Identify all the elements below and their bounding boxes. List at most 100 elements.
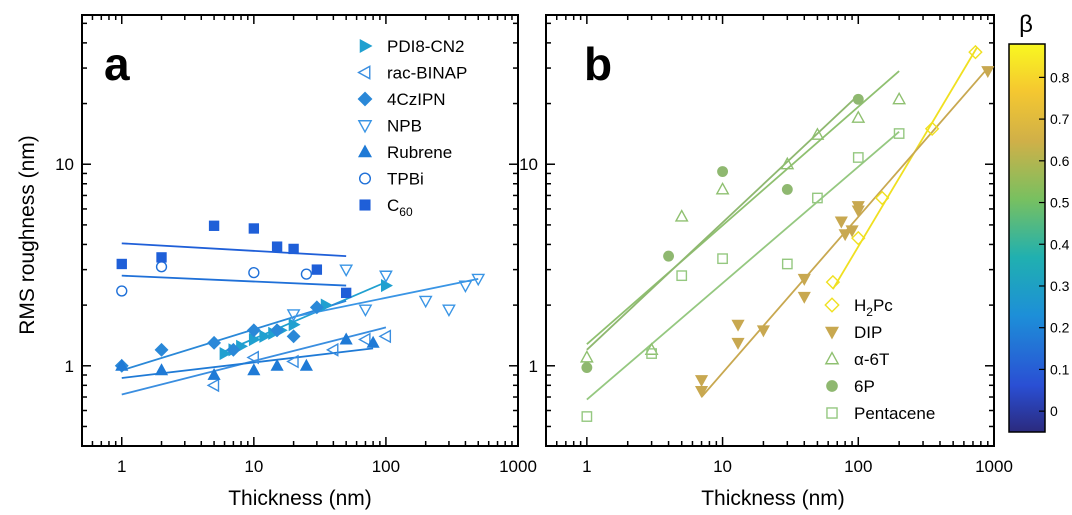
data-point-dip bbox=[797, 291, 811, 304]
data-point-6p bbox=[581, 362, 593, 373]
panel-b-label: b bbox=[584, 38, 612, 90]
data-point-c60 bbox=[208, 220, 220, 231]
colorbar-tick-label: 0.6 bbox=[1050, 153, 1070, 169]
legend-marker-6p bbox=[826, 380, 838, 392]
data-point-rac-binap bbox=[325, 342, 339, 357]
colorbar-tick-label: 0.4 bbox=[1050, 236, 1070, 252]
x-tick-label: 1000 bbox=[975, 457, 1013, 476]
data-point-tpbi bbox=[155, 261, 168, 273]
data-point-6p bbox=[852, 93, 864, 105]
data-point-c60 bbox=[271, 241, 283, 252]
legend-marker-pentacene bbox=[826, 407, 838, 419]
data-point-dip bbox=[845, 225, 859, 238]
y-tick-label: 10 bbox=[55, 155, 74, 174]
data-point-rubrene bbox=[154, 363, 169, 376]
legend-label-pdi8-cn2: PDI8-CN2 bbox=[387, 37, 464, 56]
data-point-pentacene bbox=[781, 258, 793, 270]
colorbar-tick-label: 0.1 bbox=[1050, 361, 1070, 377]
data-point-c60 bbox=[248, 223, 260, 234]
data-point-6p bbox=[717, 166, 729, 177]
panel-b-points bbox=[579, 44, 995, 422]
data-point-dip bbox=[694, 375, 709, 388]
fit-line-4czipn bbox=[121, 299, 347, 372]
fit-line-6p bbox=[586, 94, 859, 351]
data-point-rubrene bbox=[115, 358, 129, 371]
data-point-dip bbox=[731, 337, 745, 350]
data-point-h2pc bbox=[968, 44, 983, 60]
data-point-npb bbox=[471, 273, 486, 287]
colorbar-ticks: 0 0.1 0.2 0.3 0.4 0.5 0.6 0.7 0.8 bbox=[1039, 69, 1070, 419]
data-point-c60 bbox=[116, 258, 127, 270]
legend-marker-npb bbox=[357, 120, 373, 134]
fit-line-6t bbox=[586, 70, 900, 345]
data-point-6t bbox=[810, 127, 825, 140]
data-point-dip bbox=[756, 325, 770, 338]
data-point-pentacene bbox=[581, 411, 593, 422]
colorbar-tick-label: 0.2 bbox=[1050, 320, 1070, 336]
data-point-rac-binap bbox=[206, 378, 220, 393]
colorbar-tick-label: 0.5 bbox=[1050, 195, 1070, 211]
data-point-6t bbox=[715, 181, 730, 195]
fit-line-h2pc bbox=[832, 46, 978, 290]
x-tick-label: 100 bbox=[844, 457, 872, 476]
data-point-npb bbox=[442, 304, 456, 318]
panel-a-fit-lines bbox=[121, 242, 479, 396]
panel-b-ticks: 1 10 100 1000 1 10 bbox=[519, 15, 1013, 476]
data-point-4czipn bbox=[286, 329, 301, 344]
data-point-pdi8-cn2 bbox=[219, 346, 232, 361]
colorbar: β 0 0.1 0.2 0.3 0.4 0.5 0.6 0.7 0.8 bbox=[1008, 11, 1070, 433]
data-point-rac-binap bbox=[286, 354, 299, 369]
data-point-6t bbox=[892, 91, 907, 105]
data-point-rubrene bbox=[207, 367, 221, 380]
x-tick-label: 1 bbox=[582, 457, 591, 476]
panel-b-x-axis-label: Thickness (nm) bbox=[701, 487, 845, 510]
legend-marker-rac-binap bbox=[357, 65, 371, 80]
panel-a-frame bbox=[81, 14, 519, 447]
data-point-npb bbox=[458, 280, 473, 294]
data-point-rac-binap bbox=[358, 332, 371, 347]
data-point-npb bbox=[418, 295, 433, 309]
panel-a-legend: PDI8-CN2 rac-BINAP 4CzIPN NPB Rubrene TPBi C60 bbox=[357, 37, 467, 219]
data-point-dip bbox=[838, 229, 852, 242]
fit-line-c60 bbox=[121, 242, 347, 258]
legend-label-c60: C60 bbox=[387, 196, 413, 219]
fit-line-npb bbox=[293, 277, 479, 318]
data-point-pentacene bbox=[852, 152, 864, 163]
data-point-h2pc bbox=[825, 274, 841, 290]
data-point-pentacene bbox=[893, 128, 905, 139]
legend-label-pentacene: Pentacene bbox=[854, 404, 935, 423]
fit-line-tpbi bbox=[121, 274, 347, 287]
data-point-rubrene bbox=[247, 363, 261, 376]
data-point-pdi8-cn2 bbox=[381, 279, 393, 293]
data-point-4czipn bbox=[246, 323, 261, 338]
data-point-rubrene bbox=[299, 358, 313, 371]
legend-marker-c60 bbox=[359, 199, 371, 211]
data-point-pdi8-cn2 bbox=[248, 332, 261, 347]
colorbar-tick-label: 0.8 bbox=[1050, 69, 1070, 85]
data-point-tpbi bbox=[300, 268, 313, 280]
colorbar-tick-label: 0 bbox=[1050, 403, 1058, 419]
data-point-pdi8-cn2 bbox=[288, 318, 301, 332]
data-point-6t bbox=[579, 350, 594, 363]
x-tick-label: 1000 bbox=[499, 457, 537, 476]
data-point-6t bbox=[851, 110, 866, 123]
data-point-tpbi bbox=[248, 266, 260, 279]
x-tick-label: 100 bbox=[372, 457, 400, 476]
legend-label-4czipn: 4CzIPN bbox=[387, 90, 446, 109]
legend-marker-rubrene bbox=[357, 144, 373, 158]
panel-a-x-axis-label: Thickness (nm) bbox=[228, 487, 372, 510]
data-point-dip bbox=[981, 66, 995, 79]
data-point-c60 bbox=[340, 287, 352, 299]
data-point-pentacene bbox=[676, 270, 688, 282]
data-point-c60 bbox=[156, 252, 167, 263]
legend-label-h2pc: H2Pc bbox=[854, 296, 893, 319]
data-point-dip bbox=[834, 216, 848, 229]
data-point-npb bbox=[379, 270, 393, 284]
panel-a-points bbox=[114, 220, 486, 393]
colorbar-tick-label: 0.7 bbox=[1050, 111, 1070, 127]
legend-label-6t: α-6T bbox=[854, 350, 889, 369]
legend-label-npb: NPB bbox=[387, 117, 422, 136]
data-point-6p bbox=[781, 183, 793, 195]
data-point-6p bbox=[663, 250, 675, 262]
